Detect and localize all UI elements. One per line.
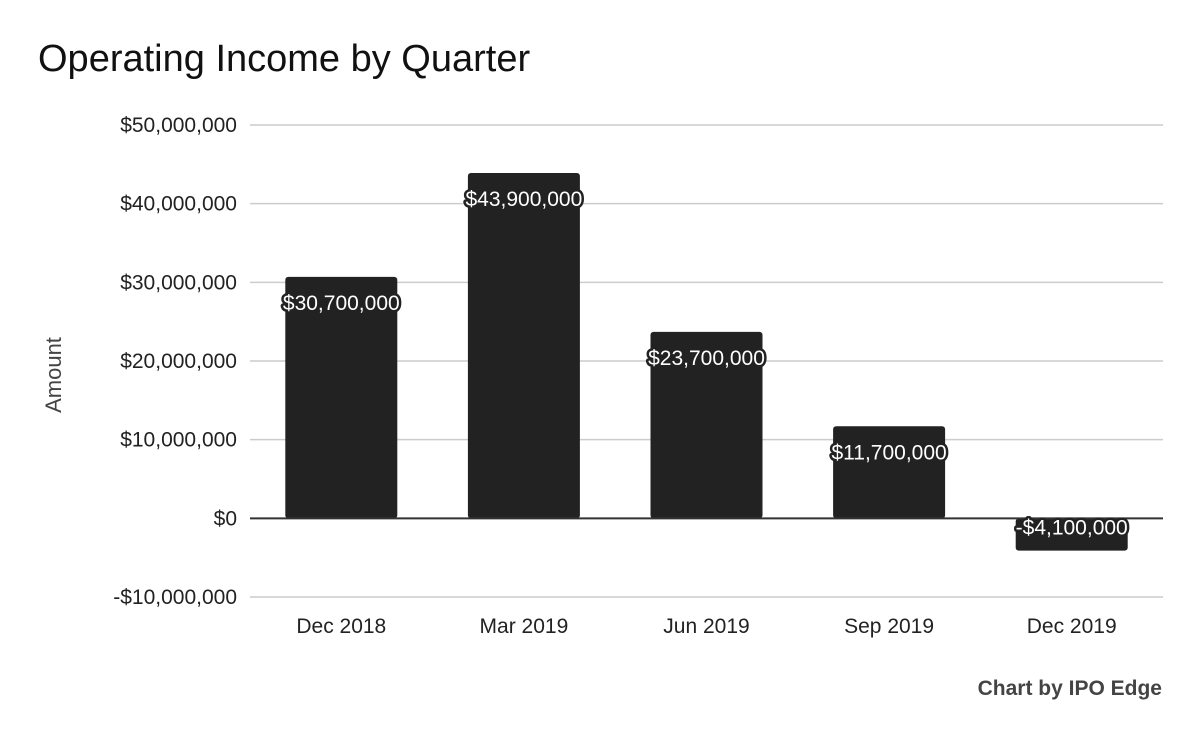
data-labels: $30,700,000 $43,900,000 $23,700,000 $11,700… (280, 185, 1130, 541)
data-label: -$4,100,000 (1016, 516, 1128, 539)
x-tick-label: Jun 2019 (663, 615, 749, 638)
y-tick-label: $30,000,000 (120, 271, 237, 294)
chart-credit: Chart by IPO Edge (977, 677, 1162, 700)
x-tick-label: Sep 2019 (844, 615, 934, 638)
chart-title: Operating Income by Quarter (38, 38, 531, 80)
bars (285, 172, 1128, 551)
x-tick-label: Mar 2019 (480, 615, 569, 638)
bar (285, 276, 398, 519)
bar (833, 426, 946, 519)
y-tick-label: $10,000,000 (120, 429, 237, 452)
data-label: $23,700,000 (648, 347, 765, 370)
x-axis-ticks: Dec 2018 Mar 2019 Jun 2019 Sep 2019 Dec 2019 (296, 615, 1116, 638)
data-label: $30,700,000 (283, 292, 400, 315)
y-tick-label: $40,000,000 (120, 193, 237, 216)
data-label: $43,900,000 (466, 188, 583, 211)
y-tick-label: $50,000,000 (120, 114, 237, 137)
bar (650, 331, 763, 519)
y-tick-label: -$10,000,000 (113, 586, 237, 609)
y-tick-label: $20,000,000 (120, 350, 237, 373)
y-axis-title: Amount (41, 337, 66, 413)
x-tick-label: Dec 2019 (1027, 615, 1117, 638)
bar (1015, 518, 1128, 551)
y-axis-ticks: -$10,000,000 $0 $10,000,000 $20,000,000 $30,… (113, 114, 237, 609)
x-tick-label: Dec 2018 (296, 615, 386, 638)
bar (467, 172, 580, 519)
y-tick-label: $0 (214, 507, 237, 530)
data-label: $11,700,000 (831, 441, 946, 464)
